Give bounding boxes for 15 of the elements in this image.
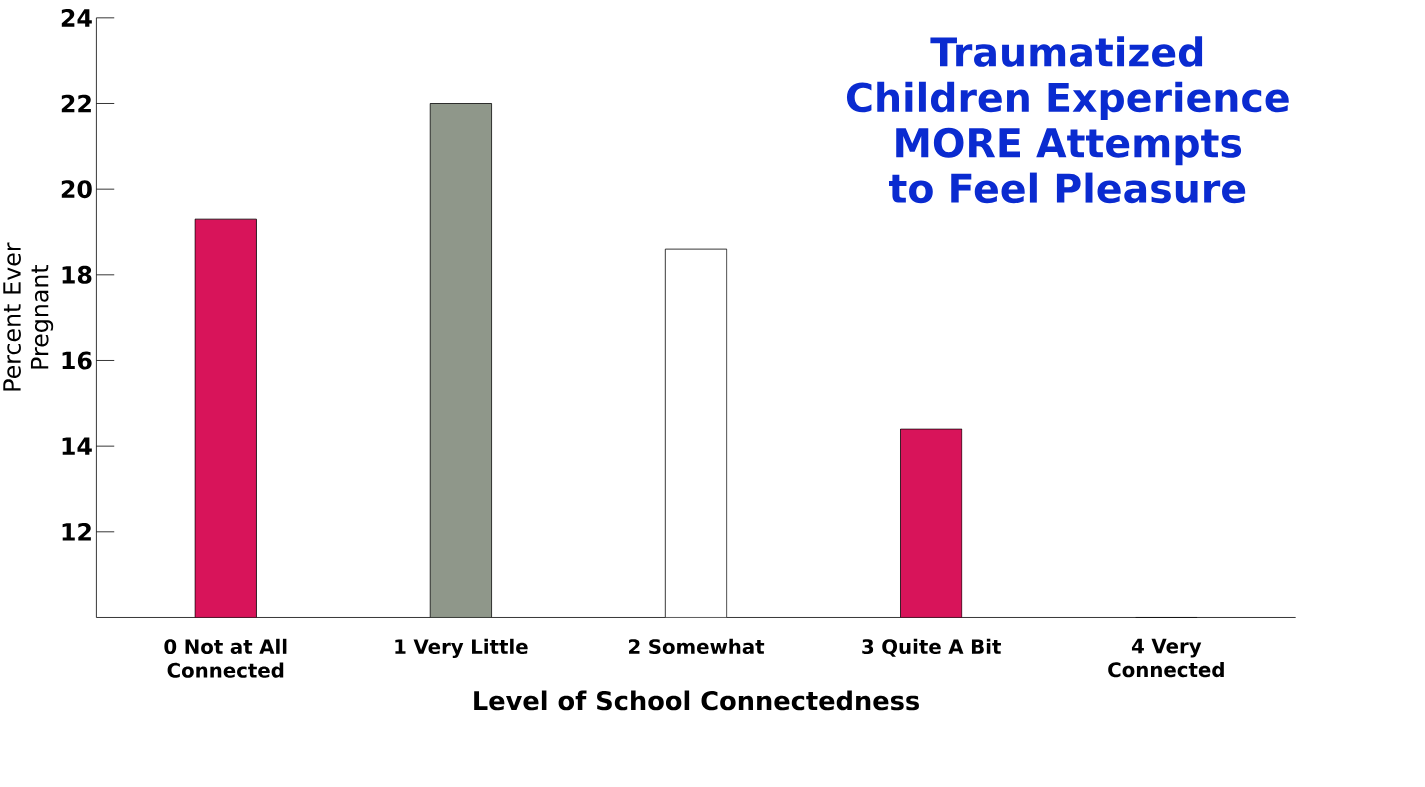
y-tick-label: 24 [61, 9, 92, 27]
y-tick-label: 12 [62, 523, 91, 541]
x-tick-label: 0 Not at All Connected [164, 638, 287, 678]
y-tick-label: 18 [62, 265, 92, 284]
y-tick-label: 16 [62, 351, 92, 370]
y-tick-label: 20 [61, 180, 92, 199]
y-tick-label: 22 [61, 94, 91, 113]
x-tick-label: 4 Very Connected [1108, 638, 1224, 678]
y-axis-title: Percent Ever Pregnant [3, 242, 54, 391]
x-axis-title: Level of School Connectedness [474, 690, 919, 711]
x-tick-label: 1 Very Little [395, 638, 528, 659]
x-tick-label: 2 Somewhat [629, 638, 765, 655]
text: Traumatized Children Experience MORE Attempts to Feel Pleasure [846, 36, 1289, 204]
y-tick-label: 14 [62, 437, 92, 455]
x-tick-label: 3 Quite A Bit [862, 638, 1001, 657]
